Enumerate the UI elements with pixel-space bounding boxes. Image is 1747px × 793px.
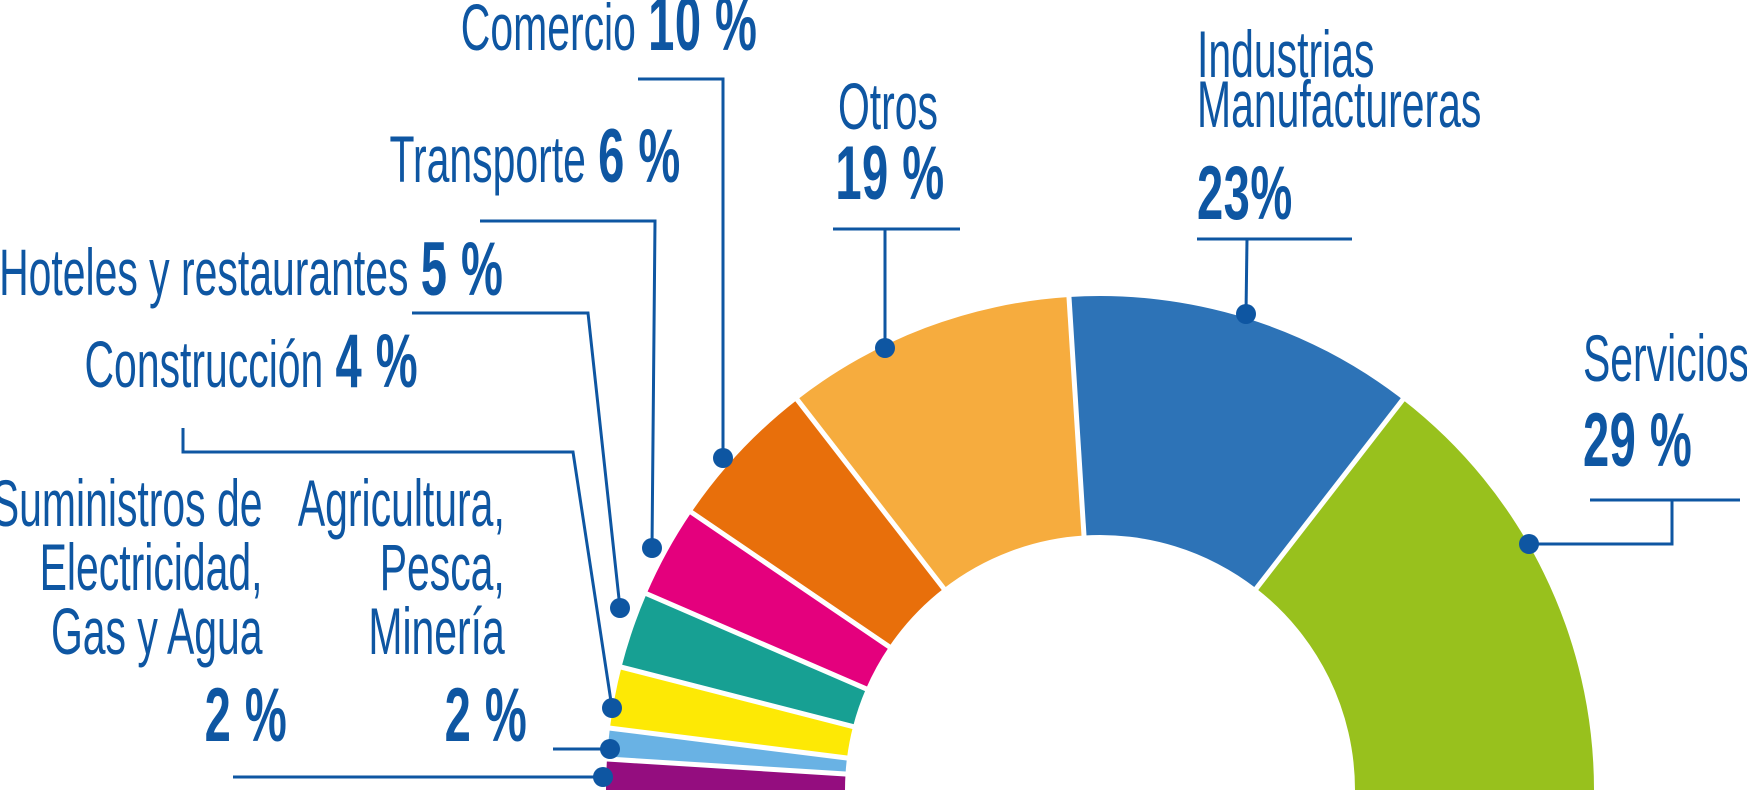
leader-line-industrias-manufactureras <box>1244 238 1249 315</box>
segment-name: Comercio <box>460 0 636 64</box>
label-otros: Otros <box>837 69 939 143</box>
segment-name-line: Industrias <box>1197 17 1375 91</box>
slice-gap <box>643 590 869 692</box>
leader-dot-hoteles-y-restaurantes <box>610 598 630 618</box>
value-agricultura-pesca-mineria: 2 % <box>444 673 527 758</box>
segment-name-line: Gas y Agua <box>51 594 264 668</box>
leader-dot-transporte <box>642 538 662 558</box>
label-suministros-electricidad-gas-agua: Suministros de Electricidad, Gas y Agua <box>0 466 264 668</box>
leader-line-servicios <box>1529 500 1674 546</box>
segment-value: 5 % <box>420 227 503 312</box>
segment-name: Hoteles y restaurantes <box>0 235 409 309</box>
leader-dot-comercio <box>713 448 733 468</box>
slice-gap <box>604 756 848 777</box>
segment-value: 10 % <box>647 0 757 67</box>
slice-gap <box>607 725 850 761</box>
leader-line-hoteles-y-restaurantes <box>412 311 622 609</box>
label-servicios: Servicios <box>1583 321 1747 395</box>
leader-dot-agricultura-pesca-mineria <box>600 739 620 759</box>
label-construccion: Construcción 4 % <box>84 324 418 400</box>
label-comercio: Comercio 10 % <box>460 0 757 63</box>
leader-dot-industrias-manufactureras <box>1236 304 1256 324</box>
segment-name-line: Agricultura, <box>298 466 505 540</box>
slice-gap <box>794 396 947 592</box>
segment-name: Construcción <box>84 327 324 401</box>
slice-transporte <box>646 512 890 689</box>
leader-line-comercio <box>638 77 725 458</box>
segment-name-line: Manufactureras <box>1197 67 1482 141</box>
value-suministros-electricidad-gas-agua: 2 % <box>204 673 287 758</box>
value-otros: 19 % <box>835 131 945 216</box>
leader-dot-servicios <box>1519 534 1539 554</box>
label-hoteles-y-restaurantes: Hoteles y restaurantes 5 % <box>0 232 503 308</box>
slice-gap <box>688 509 893 650</box>
value-industrias-manufactureras: 23% <box>1197 151 1293 236</box>
label-transporte: Transporte 6 % <box>390 119 681 195</box>
label-agricultura-pesca-mineria: Agricultura, Pesca, Minería <box>298 466 505 668</box>
segment-name-line: Suministros de <box>0 466 263 540</box>
slice-gap <box>1066 294 1087 538</box>
segment-name: Transporte <box>389 122 587 196</box>
leader-dot-otros <box>875 338 895 358</box>
leader-line-construccion <box>181 428 614 709</box>
value-servicios: 29 % <box>1583 398 1693 483</box>
slice-hoteles-y-restaurantes <box>621 593 866 727</box>
segment-value: 4 % <box>335 319 418 404</box>
segment-name-line: Pesca, <box>379 530 505 604</box>
slice-servicios <box>1256 399 1594 790</box>
leader-dot-construccion <box>602 698 622 718</box>
label-industrias-manufactureras: Industrias Manufactureras <box>1197 17 1482 141</box>
slice-otros <box>797 297 1084 589</box>
segment-value: 6 % <box>598 114 681 199</box>
slice-gap <box>618 664 856 730</box>
leader-dot-suministros-electricidad-gas-agua <box>593 767 613 787</box>
leader-line-transporte <box>480 219 657 549</box>
slice-suministros-electricidad-gas-agua <box>606 759 846 790</box>
slice-comercio <box>691 399 944 647</box>
segment-name-line: Electricidad, <box>40 530 263 604</box>
slice-gap <box>1253 396 1406 592</box>
slice-industrias-manufactureras <box>1069 296 1403 589</box>
segment-name-line: Minería <box>368 594 505 668</box>
